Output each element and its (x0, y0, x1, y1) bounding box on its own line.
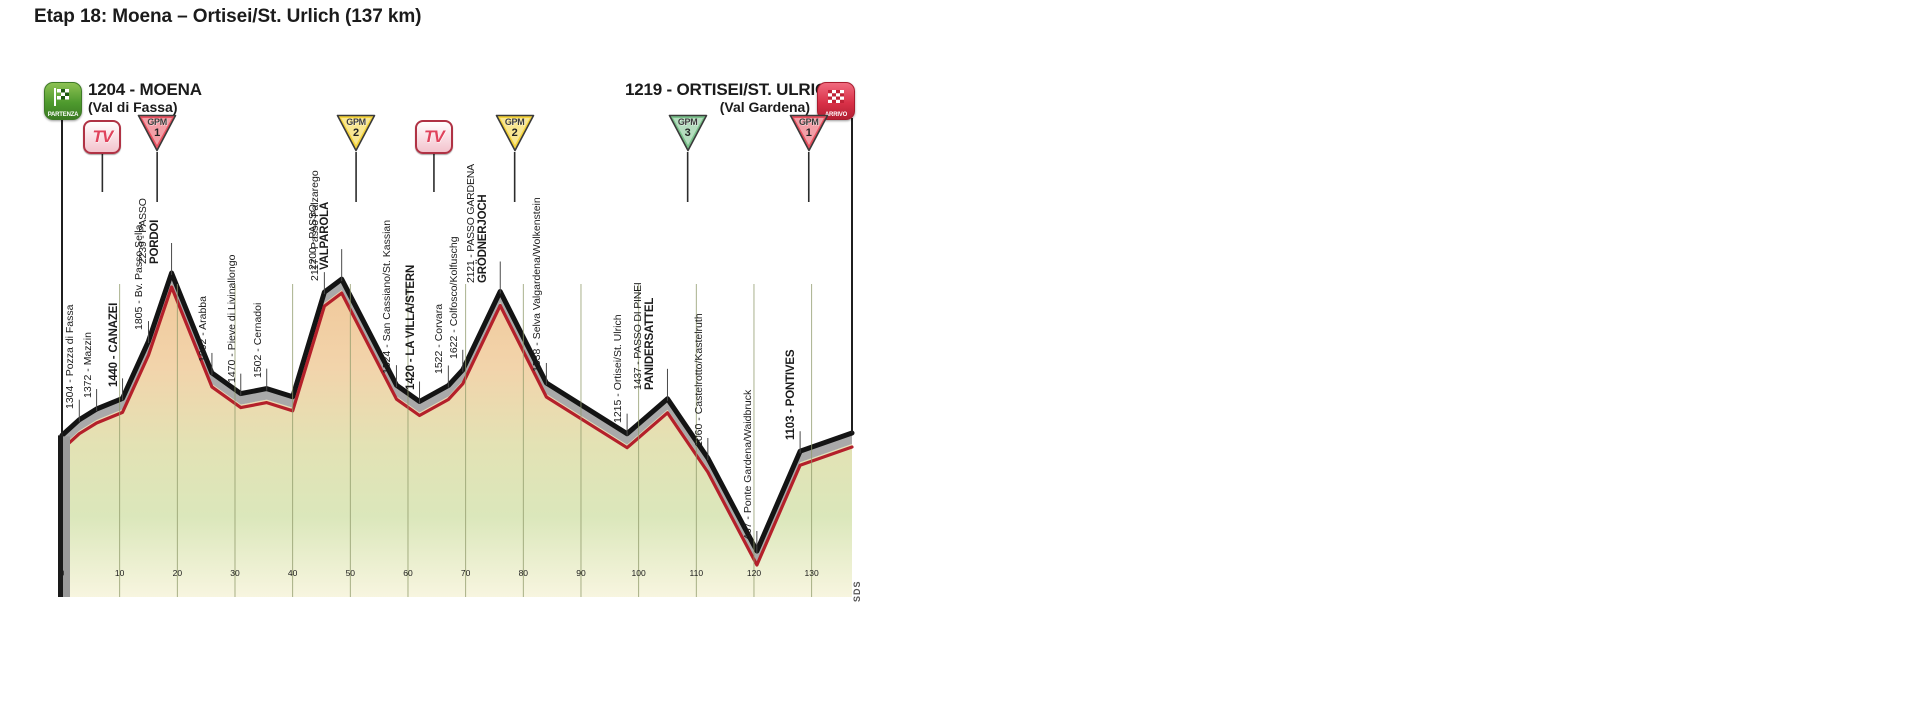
profile-point-label: 1372 - Mazzin (81, 332, 94, 399)
gpm-category: 1 (805, 127, 812, 139)
profile-point-label: 2200 - PASSO VALPAROLA (306, 202, 331, 271)
profile-point-label: 1622 - Colfosco/Kolfuschg (447, 236, 460, 359)
gpm-marker-gardena[interactable]: GPM 2 (495, 114, 535, 152)
gpm-icon[interactable]: GPM 1 (789, 114, 829, 152)
profile-point-label: 1502 - Cernadoi (251, 302, 264, 378)
gpm-marker-pordoi[interactable]: GPM 1 (137, 114, 177, 152)
x-axis-tick: 50 (345, 568, 356, 578)
gpm-marker-pontives[interactable]: GPM 1 (789, 114, 829, 152)
x-axis-tick: 20 (172, 568, 183, 578)
x-axis-tick: 110 (689, 568, 704, 578)
gpm-triangle-icon (668, 114, 707, 152)
profile-point-label: 1420 - LA VILLA/STERN (404, 265, 417, 391)
x-axis-tick: 90 (576, 568, 586, 578)
profile-left-edge (58, 435, 63, 597)
profile-point-label-line2: PANIDERSATTEL (643, 297, 656, 390)
profile-left-band (63, 436, 70, 597)
profile-point-label: 1538 - Selva Valgardena/Wolkenstein (531, 197, 544, 372)
profile-point-label-line1: 2200 - PASSO (306, 204, 319, 271)
gpm-label: GPM (346, 117, 366, 127)
gpm-label: GPM (677, 117, 698, 127)
profile-point-label: 1470 - Pieve di Livinallongo (225, 254, 238, 383)
gpm-icon[interactable]: GPM 2 (336, 114, 376, 152)
gpm-label: GPM (147, 117, 167, 127)
x-axis-tick: 70 (460, 568, 471, 578)
x-axis-tick: 60 (403, 568, 413, 578)
profile-point-label: 1437 - PASSO DI PINEI PANIDERSATTEL (632, 282, 656, 390)
x-axis-tick: 10 (114, 568, 125, 578)
gpm-category: 2 (511, 127, 518, 139)
profile-graphic (58, 118, 855, 597)
tv-label: TV (424, 127, 445, 146)
finish-place-name: 1219 - ORTISEI/ST. ULRICH (625, 80, 840, 99)
profile-point-label: 1522 - Corvara (433, 304, 446, 375)
gpm-category: 3 (684, 127, 691, 139)
finish-place-label: 1219 - ORTISEI/ST. ULRICH (Val Gardena) (625, 80, 840, 115)
gpm-icon[interactable]: GPM 1 (137, 114, 177, 152)
profile-point-label-line1: 2239 - PASSO (136, 198, 149, 264)
partenza-badge[interactable]: PARTENZA (44, 82, 82, 120)
x-axis-tick: 30 (230, 568, 240, 578)
tv-icon[interactable]: TV (414, 120, 453, 154)
x-axis-tick: 0 (59, 568, 65, 578)
arrivo-badge-label: ARRIVO (824, 112, 848, 118)
start-place-sub: (Val di Fassa) (88, 99, 178, 115)
elevation-profile: 1204 - MOENA (Val di Fassa) 1219 - ORTIS… (0, 52, 890, 602)
finish-marker[interactable]: ARRIVO (817, 82, 855, 120)
profile-point-label: 1215 - Ortisei/St. Ulrich (612, 314, 625, 423)
x-axis-tick: 40 (287, 568, 298, 578)
profile-point-label: 1060 - Castelrotto/Kastelruth (692, 313, 705, 447)
tv-label: TV (92, 127, 113, 146)
x-axis-tick: 100 (631, 568, 646, 578)
gpm-triangle-icon (336, 114, 376, 152)
tv-icon[interactable]: TV (83, 120, 122, 154)
profile-point-label-line2: PORDOI (148, 219, 161, 264)
profile-point-label: 1304 - Pozza di Fassa (64, 304, 77, 409)
page-title: Etap 18: Moena – Ortisei/St. Urlich (137… (34, 6, 422, 27)
gpm-icon[interactable]: GPM 2 (495, 114, 535, 152)
checkered-flag-icon (54, 88, 69, 106)
gpm-triangle-icon (495, 114, 534, 152)
profile-point-label-line2: VALPAROLA (318, 202, 331, 271)
finish-flag-icon (828, 90, 844, 103)
gpm-category: 2 (353, 127, 360, 139)
tv-marker-canazei[interactable]: TV (83, 120, 122, 154)
profile-point-label: 2239 - PASSO PORDOI (136, 198, 161, 264)
partenza-badge-label: PARTENZA (47, 112, 79, 118)
gpm-marker-valparola[interactable]: GPM 2 (336, 114, 376, 152)
profile-point-label: 1440 - CANAZEI (107, 303, 120, 388)
gpm-triangle-icon (137, 114, 177, 152)
gpm-triangle-icon (789, 114, 829, 152)
profile-point-label: 1524 - San Cassiano/St. Kassian (381, 220, 394, 375)
profile-point-label: 2121 - PASSO GARDENA GRÖDNERJOCH (465, 163, 489, 283)
gpm-icon[interactable]: GPM 3 (668, 114, 708, 152)
gpm-marker-pinei[interactable]: GPM 3 (668, 114, 708, 152)
gpm-category: 1 (154, 127, 161, 139)
profile-point-label: 467 - Ponte Gardena/Waidbruck (741, 389, 754, 540)
start-place-label: 1204 - MOENA (Val di Fassa) (88, 80, 202, 115)
gpm-label: GPM (798, 117, 819, 127)
profile-point-label-line1: 2121 - PASSO GARDENA (465, 163, 478, 283)
x-axis-tick: 80 (518, 568, 529, 578)
profile-point-label-line2: GRÖDNERJOCH (476, 193, 489, 283)
arrivo-badge[interactable]: ARRIVO (817, 82, 855, 120)
x-axis-tick: 130 (804, 568, 819, 578)
x-axis-tick: 120 (746, 568, 762, 578)
profile-point-label: 1103 - PONTIVES (785, 349, 798, 441)
gpm-label: GPM (504, 117, 525, 127)
finish-place-sub: (Val Gardena) (719, 99, 810, 115)
start-marker[interactable]: PARTENZA (44, 82, 82, 120)
profile-point-label: 1602 - Arabba (196, 295, 209, 362)
x-axis-tick-labels: 0 10 20 30 40 50 60 70 80 90 100 110 120 130 (0, 568, 890, 588)
start-place-name: 1204 - MOENA (88, 80, 202, 99)
tv-marker-la-villa[interactable]: TV (414, 120, 453, 154)
